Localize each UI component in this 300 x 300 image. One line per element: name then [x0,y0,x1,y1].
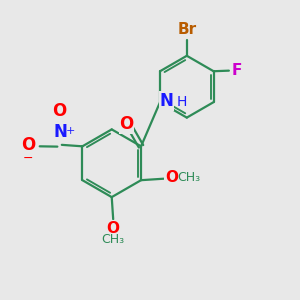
Text: O: O [52,102,67,120]
Text: CH₃: CH₃ [178,171,201,184]
Text: CH₃: CH₃ [102,233,125,246]
Text: O: O [119,115,134,133]
Text: N: N [53,123,67,141]
Text: N: N [160,92,173,110]
Text: H: H [177,94,188,109]
Text: F: F [231,63,242,78]
Text: O: O [21,136,36,154]
Text: +: + [66,126,75,136]
Text: O: O [106,221,119,236]
Text: O: O [165,170,178,185]
Text: Br: Br [177,22,196,37]
Text: −: − [23,152,33,165]
